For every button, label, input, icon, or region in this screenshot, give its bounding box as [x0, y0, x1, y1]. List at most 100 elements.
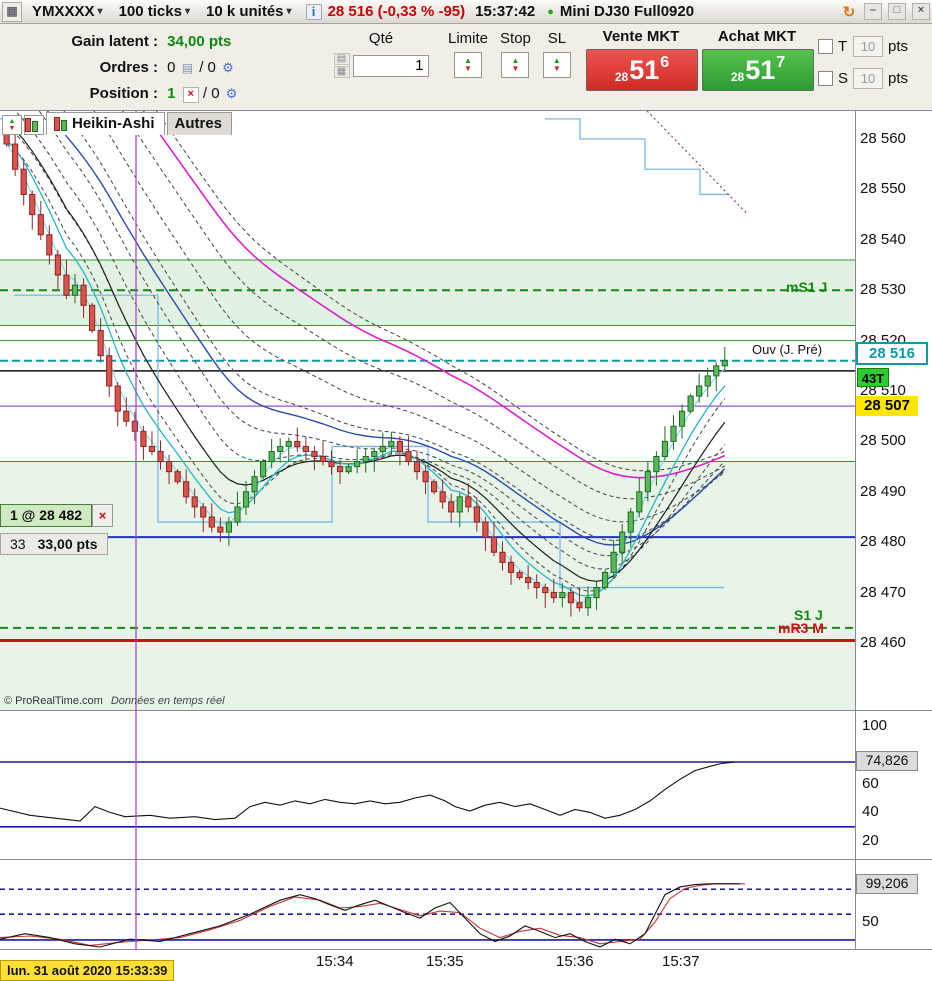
- buy-price-prefix: 28: [730, 70, 745, 84]
- candle: [721, 360, 728, 367]
- stoch-pane: [0, 883, 855, 948]
- limit-column: Limite ▲ ▼: [448, 30, 488, 78]
- copyright: © ProRealTime.com Données en temps réel: [4, 695, 225, 707]
- candle: [593, 587, 600, 599]
- candle: [533, 582, 540, 589]
- candle: [277, 445, 284, 452]
- contract-name: Mini DJ30 Full0920: [559, 3, 695, 20]
- level-label-mr3: mR3 M: [778, 620, 824, 636]
- timeframe-selector[interactable]: 100 ticks ▾: [113, 3, 196, 20]
- down-arrow-icon: ▼: [8, 125, 16, 132]
- gain-value: 34,00 pts: [167, 33, 232, 50]
- candle: [490, 536, 498, 553]
- units-selector[interactable]: 10 k unités ▾: [200, 3, 298, 20]
- candle: [165, 461, 173, 473]
- info-icon[interactable]: i: [305, 3, 322, 20]
- quantity-input[interactable]: [352, 54, 429, 77]
- candle-countdown-box: 43T: [857, 368, 889, 387]
- buy-price-main: 51: [745, 54, 776, 85]
- down-arrow-icon: ▼: [552, 64, 561, 73]
- menu-icon[interactable]: ▦: [2, 1, 22, 22]
- gain-label: Gain latent :: [71, 33, 158, 50]
- minimize-button[interactable]: –: [864, 3, 882, 20]
- candle: [482, 521, 489, 538]
- orders-list-icon[interactable]: ▤: [181, 61, 194, 75]
- trailing-points-input[interactable]: [853, 35, 883, 57]
- last-quote: 28 516 (-0,33 % -95): [327, 3, 466, 20]
- candle: [473, 506, 480, 523]
- instrument-selector[interactable]: YMXXXX ▾: [26, 3, 109, 20]
- tab-heikin-ashi[interactable]: Heikin-Ashi: [46, 112, 165, 135]
- pnl-points: 33,00 pts: [37, 536, 98, 552]
- orders-auto-count: / 0: [199, 59, 216, 76]
- limit-order-button[interactable]: ▲ ▼: [454, 52, 482, 78]
- up-arrow-icon: ▲: [552, 56, 561, 65]
- candle: [106, 355, 113, 387]
- ema-line: [141, 110, 726, 479]
- level-label-open: Ouv (J. Pré): [752, 342, 823, 357]
- candle: [610, 551, 617, 573]
- position-strategy-icon[interactable]: ⚙: [225, 86, 238, 101]
- candle: [319, 456, 327, 463]
- candle: [584, 597, 592, 609]
- candle: [268, 450, 275, 463]
- order-tools-icon[interactable]: ▤: [333, 53, 350, 65]
- orders-label: Ordres :: [99, 59, 158, 76]
- gain-row: Gain latent : 34,00 pts: [0, 29, 318, 55]
- pnl-ticks: 33: [10, 536, 26, 552]
- candle: [456, 496, 463, 513]
- stoploss-row: S pts: [818, 66, 908, 90]
- cursor-price-box: 28 507: [856, 396, 918, 416]
- candle: [422, 471, 429, 483]
- sl-order-button[interactable]: ▲ ▼: [542, 52, 571, 78]
- candle: [507, 561, 515, 573]
- trailing-pts-label: pts: [888, 37, 909, 55]
- stoploss-checkbox[interactable]: [818, 70, 833, 86]
- candle: [285, 440, 292, 447]
- orders-strategy-icon[interactable]: ⚙: [222, 60, 234, 75]
- order-panel: Gain latent : 34,00 pts Ordres : 0 ▤ / 0…: [0, 24, 932, 111]
- rsi-value-box: 74,826: [856, 751, 918, 771]
- candle: [687, 395, 694, 412]
- trailing-row: T pts: [818, 34, 908, 58]
- stoploss-label: S: [838, 69, 849, 87]
- candle: [567, 592, 574, 604]
- refresh-icon[interactable]: ↻: [842, 3, 856, 21]
- sell-market-button[interactable]: 28 51 6: [586, 49, 698, 91]
- trailing-checkbox[interactable]: [818, 38, 833, 54]
- chart-settings-button[interactable]: ▲ ▼: [2, 115, 22, 135]
- candle: [302, 445, 309, 452]
- buy-header: Achat MKT: [717, 28, 797, 45]
- keypad-icon[interactable]: ▦: [333, 66, 350, 78]
- close-position-button[interactable]: ×: [92, 504, 114, 527]
- instrument-label: YMXXXX: [32, 3, 95, 20]
- candle: [371, 450, 378, 458]
- candle: [576, 602, 583, 609]
- level-label-s1: S1 J: [794, 607, 823, 623]
- candle: [388, 440, 395, 447]
- order-type-block: Limite ▲ ▼ Stop ▲ ▼ SL ▲ ▼: [448, 30, 571, 78]
- close-position-icon[interactable]: ×: [182, 87, 199, 103]
- close-button[interactable]: ×: [912, 3, 930, 20]
- candle: [12, 143, 19, 170]
- tab-heikin-ashi-label: Heikin-Ashi: [72, 115, 155, 132]
- candle: [713, 365, 720, 377]
- candle: [405, 450, 412, 463]
- position-marker: 1 @ 28 482 ×: [0, 504, 114, 527]
- chart-type-button[interactable]: [24, 115, 44, 135]
- candle: [97, 330, 104, 357]
- maximize-button[interactable]: □: [888, 3, 906, 20]
- stop-order-button[interactable]: ▲ ▼: [501, 52, 530, 78]
- stop-label: Stop: [500, 30, 531, 47]
- stoploss-points-input[interactable]: [853, 67, 883, 89]
- tab-autres[interactable]: Autres: [166, 112, 233, 135]
- buy-market-button[interactable]: 28 51 7: [702, 49, 814, 91]
- copyright-brand: © ProRealTime.com: [4, 695, 103, 707]
- up-arrow-icon: ▲: [511, 56, 520, 65]
- position-row: Position : 1 × / 0 ⚙: [0, 81, 318, 107]
- candle: [251, 476, 258, 493]
- candle: [148, 445, 156, 452]
- projection-line: [645, 110, 749, 216]
- trail-stop-block: T pts S pts: [818, 34, 908, 98]
